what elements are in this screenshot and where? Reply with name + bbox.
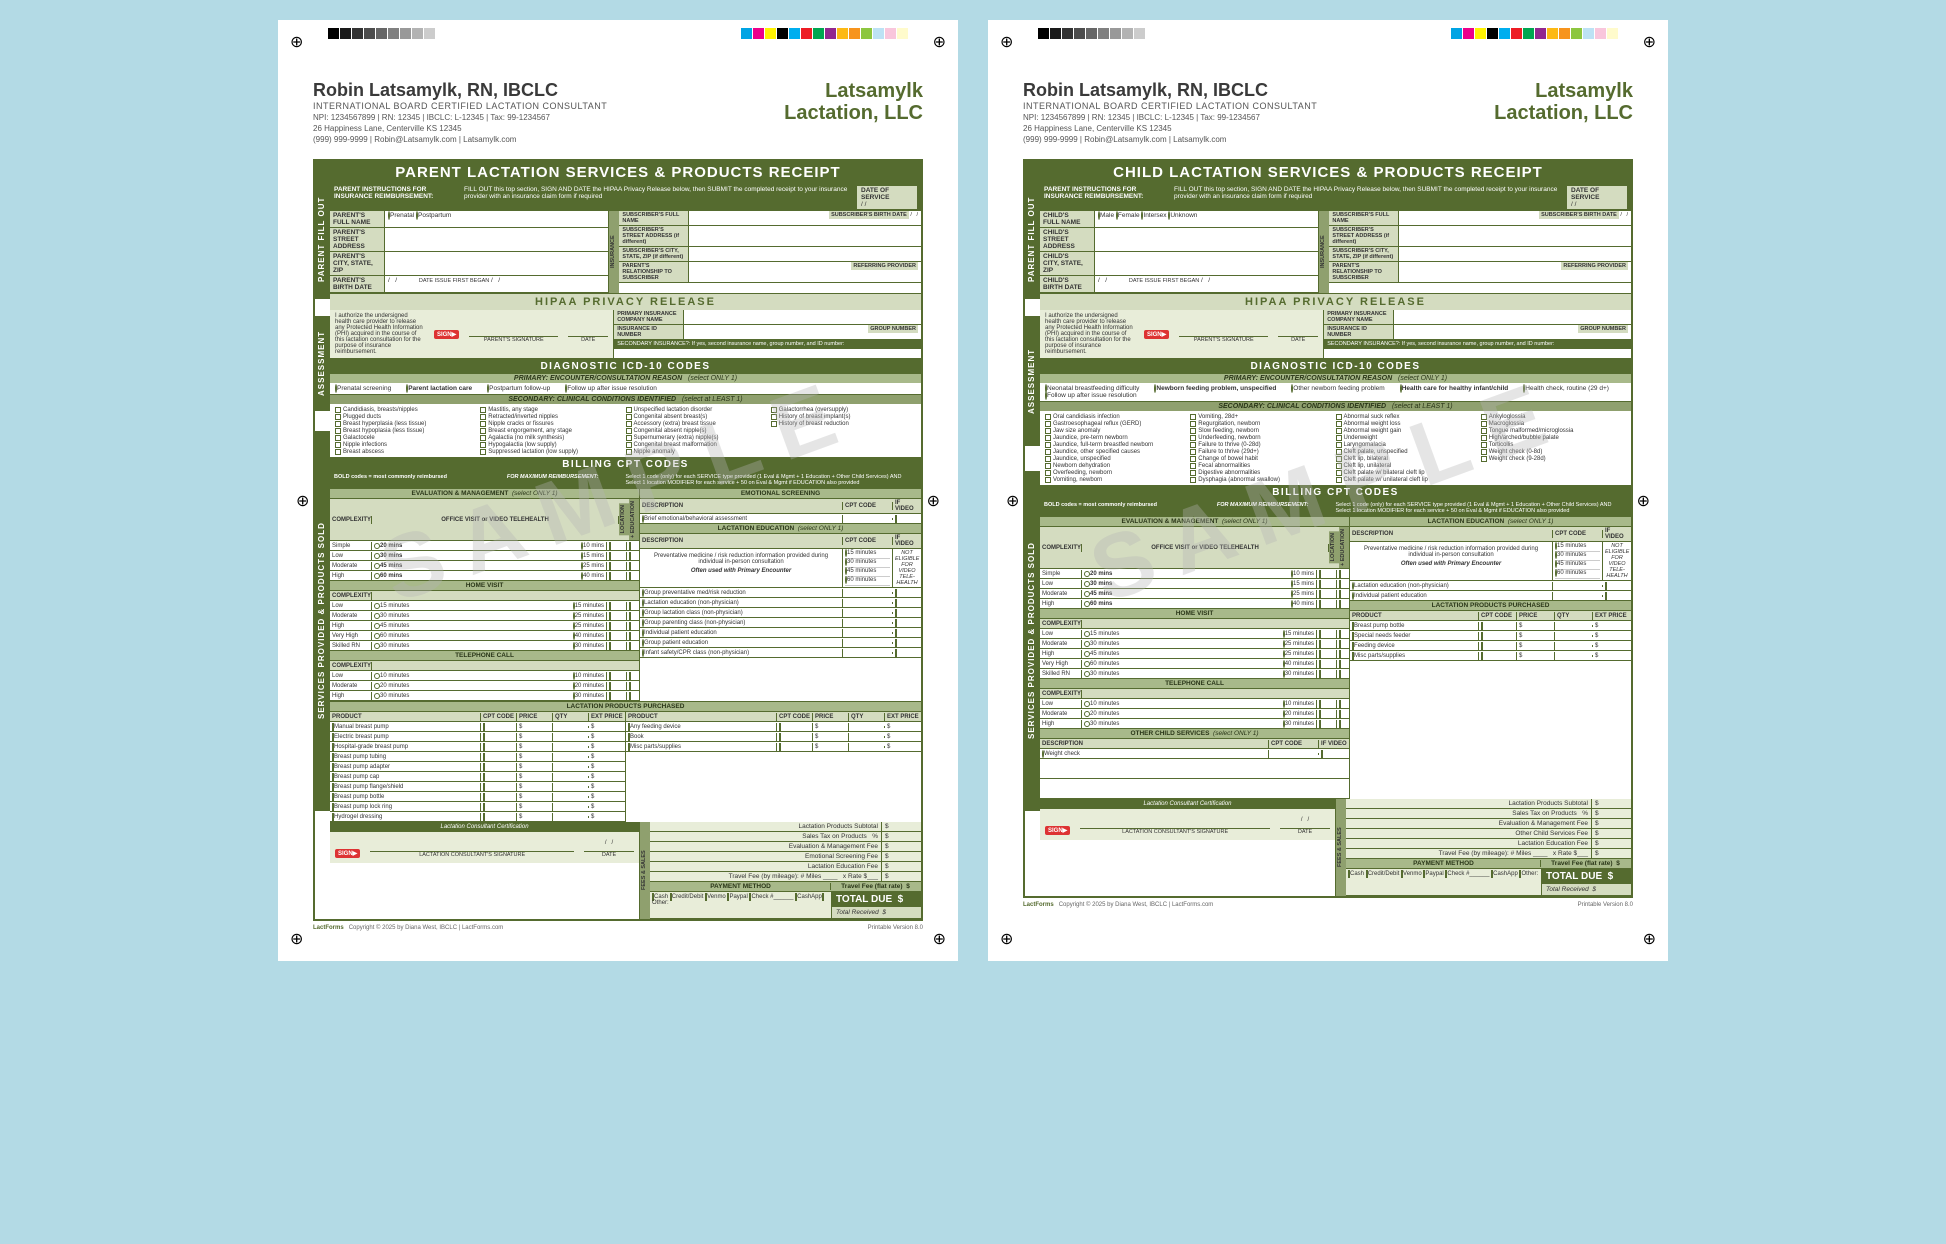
icd-title: DIAGNOSTIC ICD-10 CODES [330,359,921,374]
registration-mark: ⊕ [1006,491,1019,511]
registration-mark: ⊕ [1643,32,1656,52]
sign-icon: SIGN▶ [1144,330,1169,339]
instructions: PARENT INSTRUCTIONS FOR INSURANCE REIMBU… [1040,184,1631,211]
side-label-services: SERVICES PROVIDED & PRODUCTS SOLD [315,431,330,811]
receipt-form: PARENT LACTATION SERVICES & PRODUCTS REC… [313,159,923,921]
registration-mark: ⊕ [1643,929,1656,949]
company-name: LatsamylkLactation, LLC [784,80,923,144]
registration-mark: ⊕ [1000,929,1013,949]
footer: LactForms Copyright © 2025 by Diana West… [1023,902,1633,908]
side-label-services: SERVICES PROVIDED & PRODUCTS SOLD [1025,471,1040,811]
registration-mark: ⊕ [933,929,946,949]
side-label-assessment: ASSESSMENT [1025,316,1040,446]
cpt-title: BILLING CPT CODES [330,457,921,472]
registration-mark: ⊕ [1637,491,1650,511]
hipaa-title: HIPAA PRIVACY RELEASE [1040,294,1631,310]
page-parent: ⊕⊕⊕⊕⊕⊕SAMPLE Robin Latsamylk, RN, IBCLC … [278,20,958,961]
page-child: ⊕⊕⊕⊕⊕⊕SAMPLE Robin Latsamylk, RN, IBCLC … [988,20,1668,961]
side-label-assessment: ASSESSMENT [315,316,330,411]
side-label-fillout: PARENT FILL OUT [315,179,330,299]
company-name: LatsamylkLactation, LLC [1494,80,1633,144]
letterhead: Robin Latsamylk, RN, IBCLC INTERNATIONAL… [313,80,923,144]
registration-mark: ⊕ [933,32,946,52]
form-title: PARENT LACTATION SERVICES & PRODUCTS REC… [315,161,921,184]
registration-mark: ⊕ [290,929,303,949]
instructions: PARENT INSTRUCTIONS FOR INSURANCE REIMBU… [330,184,921,211]
icd-title: DIAGNOSTIC ICD-10 CODES [1040,359,1631,374]
insurance-tab: INSURANCE [1319,211,1329,293]
form-title: CHILD LACTATION SERVICES & PRODUCTS RECE… [1025,161,1631,184]
registration-mark: ⊕ [296,491,309,511]
registration-mark: ⊕ [290,32,303,52]
consultant-name: Robin Latsamylk, RN, IBCLC [313,80,607,101]
sign-icon: SIGN▶ [434,330,459,339]
hipaa-title: HIPAA PRIVACY RELEASE [330,294,921,310]
fees-tab: FEES & SALES [640,822,650,919]
receipt-form: CHILD LACTATION SERVICES & PRODUCTS RECE… [1023,159,1633,898]
sign-icon: SIGN▶ [1045,826,1070,835]
cpt-title: BILLING CPT CODES [1040,485,1631,500]
side-label-fillout: PARENT FILL OUT [1025,179,1040,299]
fees-tab: FEES & SALES [1336,799,1346,896]
insurance-tab: INSURANCE [609,211,619,293]
cert-box: Lactation Consultant Certification SIGN▶… [330,822,639,863]
sign-icon: SIGN▶ [335,849,360,858]
registration-mark: ⊕ [1000,32,1013,52]
footer: LactForms Copyright © 2025 by Diana West… [313,925,923,931]
consultant-name: Robin Latsamylk, RN, IBCLC [1023,80,1317,101]
registration-mark: ⊕ [927,491,940,511]
cert-box: Lactation Consultant Certification SIGN▶… [1040,799,1335,840]
letterhead: Robin Latsamylk, RN, IBCLC INTERNATIONAL… [1023,80,1633,144]
